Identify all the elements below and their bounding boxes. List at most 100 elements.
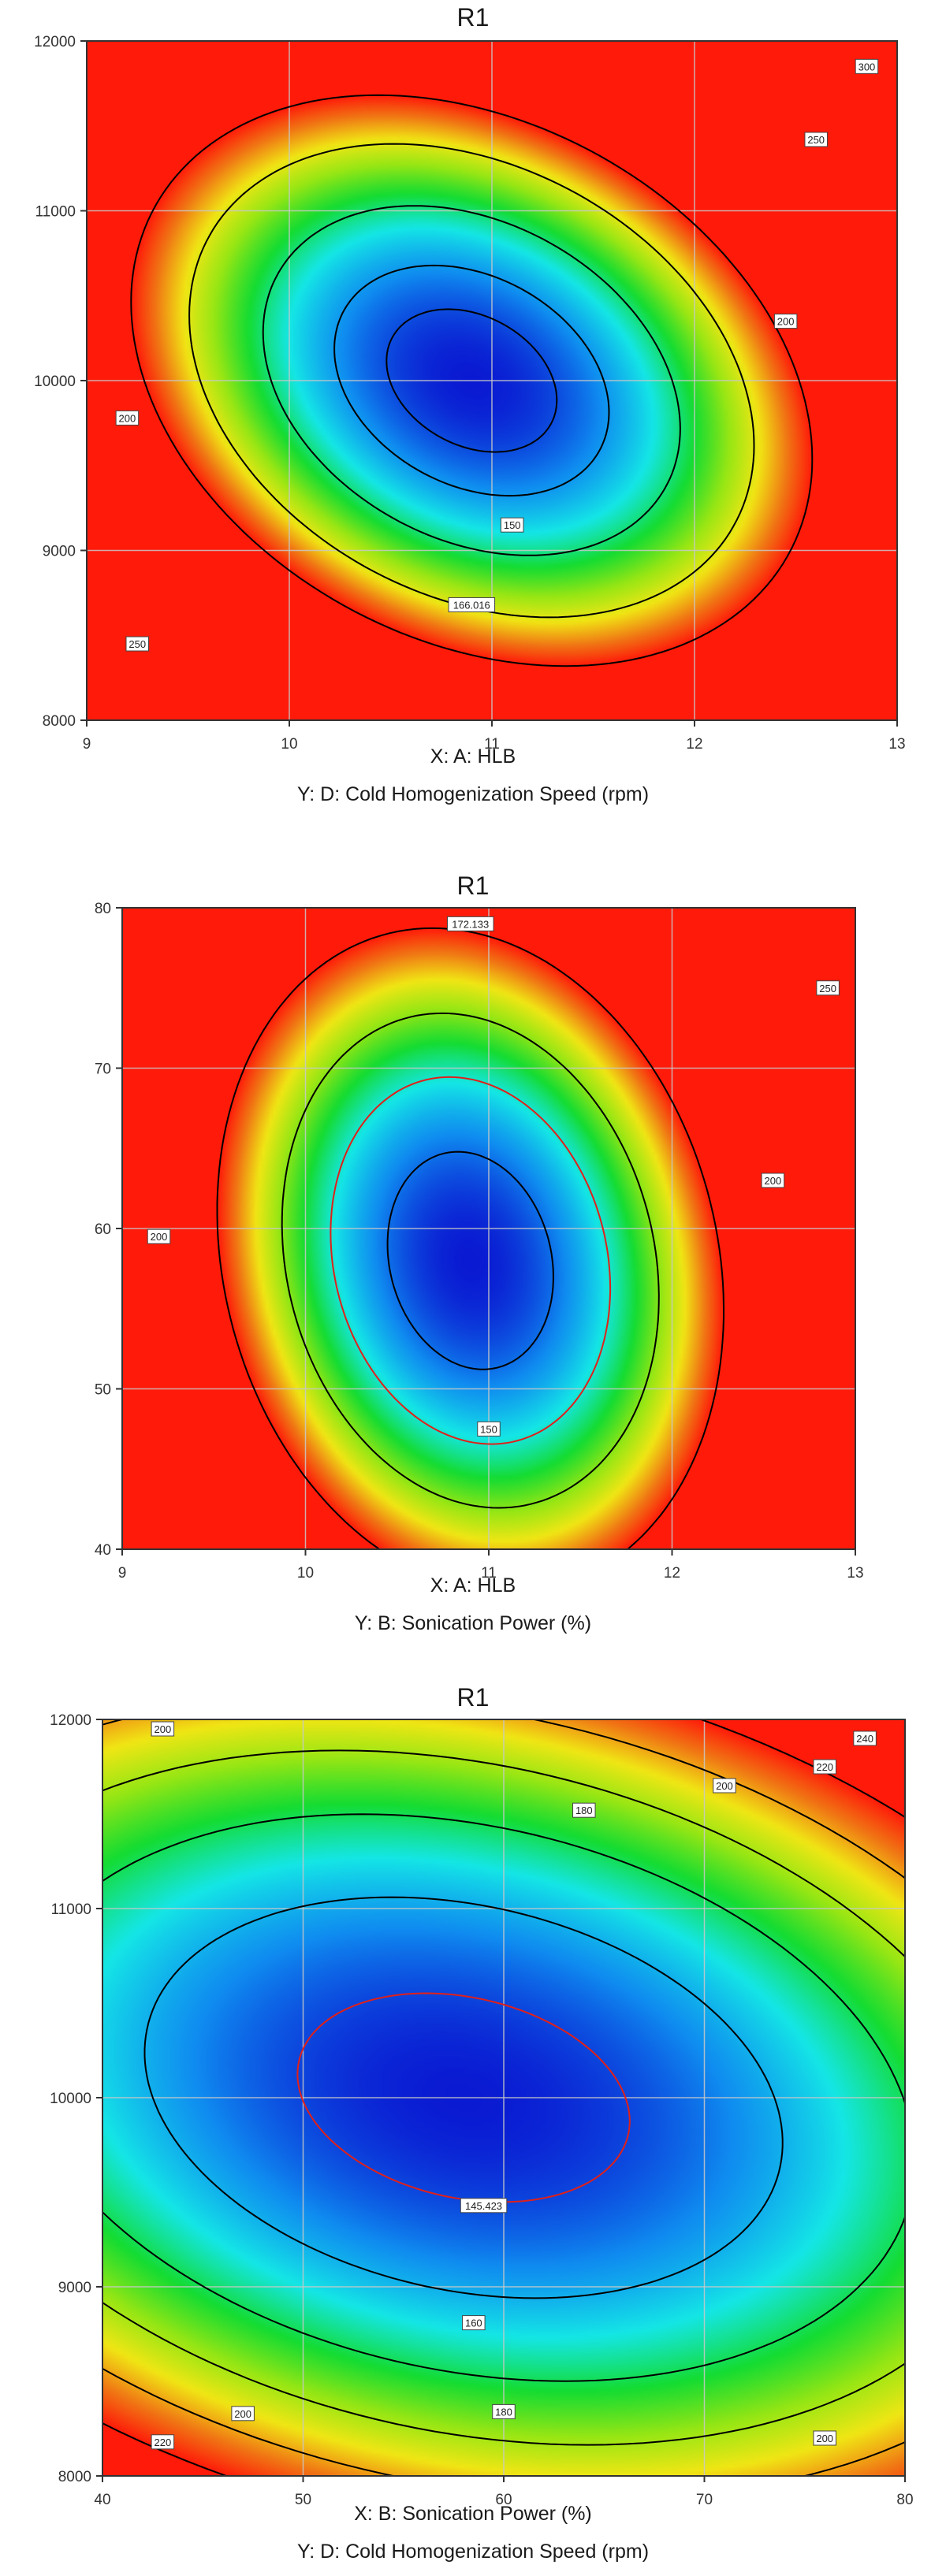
x-tick-label: 13: [847, 1565, 863, 1582]
contour-label: 300: [858, 61, 876, 72]
x-axis-label: X: A: HLB: [430, 745, 516, 768]
y-tick-label: 12000: [34, 34, 76, 50]
x-axis-label: X: A: HLB: [430, 1574, 516, 1597]
y-tick-label: 10000: [50, 2091, 91, 2107]
contour-166.016: [333, 264, 610, 497]
contour-label: 150: [480, 1423, 497, 1435]
y-tick-label: 60: [95, 1221, 111, 1238]
x-tick-label: 60: [495, 2492, 512, 2508]
contour-200: [262, 205, 681, 556]
y-tick-label: 10000: [34, 374, 76, 390]
contour-label: 200: [119, 412, 136, 424]
chart-title: R1: [456, 1683, 490, 1712]
contour-label: 145.423: [465, 2200, 502, 2212]
y-tick-label: 11000: [51, 1901, 91, 1918]
y-tick-label: 12000: [50, 1712, 91, 1729]
contour-label-box: [125, 636, 149, 652]
contour-220: [102, 1719, 905, 2476]
contour-plot-3: 145.423 160 180 200 220 240 180 200 200 200 220 40 5…: [50, 1712, 913, 2508]
contour-150: [385, 308, 558, 453]
y-tick-label: 9000: [43, 544, 76, 560]
contour-label-box: [492, 2403, 516, 2419]
contour-label-box: [460, 2198, 508, 2214]
y-axis-label: Y: D: Cold Homogenization Speed (rpm): [296, 783, 650, 805]
contour-label: 200: [816, 2433, 833, 2444]
contour-label-box: [572, 1802, 596, 1818]
contour-plot-1: 150 166.016 200 250 300 200 250 9 10 11 12 13 8000 90…: [34, 34, 905, 753]
y-tick-label: 50: [95, 1382, 111, 1399]
y-tick-label: 40: [95, 1542, 111, 1559]
y-tick-label: 70: [95, 1061, 111, 1078]
contour-label-box: [813, 2430, 836, 2446]
contour-label: 250: [128, 638, 146, 650]
contour-label-box: [115, 410, 140, 426]
contour-label-box: [462, 2315, 486, 2331]
contour-label-box: [151, 2434, 175, 2450]
y-tick-label: 80: [95, 901, 111, 917]
contour-180: [102, 1813, 905, 2382]
contour-plot-2: 150 172.133 200 250 200 9 10 11 12 13 40 50 60 70 80: [95, 901, 864, 1582]
contour-145.423: [296, 1992, 631, 2203]
contour-label-box: [448, 597, 496, 612]
x-tick-label: 12: [664, 1565, 680, 1582]
contour-label: 200: [777, 316, 795, 328]
x-tick-label: 40: [94, 2492, 110, 2508]
contour-label: 250: [807, 134, 825, 146]
contour-250: [216, 927, 724, 1549]
contour-label: 180: [575, 1805, 593, 1816]
contour-250: [188, 143, 755, 619]
contour-label-box: [813, 1759, 836, 1775]
contour-160: [143, 1896, 784, 2299]
contour-label: 200: [234, 2408, 251, 2420]
contour-label-box: [773, 314, 798, 329]
contour-200: [281, 1012, 660, 1509]
contour-label-box: [500, 517, 524, 533]
y-tick-label: 11000: [35, 204, 76, 221]
y-tick-label: 8000: [58, 2469, 91, 2485]
contour-label-box: [853, 1730, 877, 1746]
y-axis-label: Y: B: Sonication Power (%): [354, 1612, 592, 1634]
y-tick-label: 8000: [43, 713, 76, 730]
y-tick-label: 9000: [58, 2280, 91, 2296]
x-tick-label: 10: [297, 1565, 314, 1582]
contour-label-box: [231, 2406, 255, 2422]
contour-label-box: [855, 58, 879, 74]
x-tick-label: 12: [686, 736, 702, 753]
contour-label-box: [713, 1778, 736, 1794]
contour-label-box: [147, 1229, 171, 1244]
contour-label-box: [816, 980, 840, 996]
contour-label-box: [447, 916, 494, 931]
contour-label: 150: [504, 519, 521, 531]
contour-label: 200: [716, 1780, 733, 1792]
contour-label-box: [804, 132, 828, 147]
contour-label-box: [761, 1173, 785, 1188]
contour-label: 160: [465, 2318, 482, 2329]
contour-label: 240: [856, 1733, 873, 1745]
contour-172.133: [330, 1076, 612, 1445]
contour-chart-3: R1 145.423 160 180 200 220 240 180 200 200 200 220…: [0, 1678, 946, 2576]
chart-title: R1: [456, 3, 490, 32]
contour-label: 220: [154, 2437, 171, 2448]
contour-300: [130, 94, 814, 667]
x-tick-label: 13: [888, 736, 905, 753]
contour-label: 200: [765, 1175, 782, 1187]
x-tick-label: 70: [696, 2492, 713, 2508]
x-tick-label: 10: [281, 736, 297, 753]
contour-150: [386, 1150, 554, 1370]
x-tick-label: 50: [295, 2492, 311, 2508]
y-axis-label: Y: D: Cold Homogenization Speed (rpm): [296, 2541, 650, 2563]
contour-label-box: [477, 1421, 501, 1437]
x-tick-label: 11: [484, 736, 500, 753]
contour-label: 200: [154, 1723, 171, 1735]
x-tick-label: 80: [896, 2492, 913, 2508]
x-axis-label: X: B: Sonication Power (%): [354, 2503, 592, 2525]
chart-title: R1: [456, 872, 490, 900]
contour-label: 220: [816, 1761, 833, 1773]
contour-label: 180: [495, 2406, 512, 2418]
x-tick-label: 11: [481, 1565, 497, 1582]
contour-label: 172.133: [452, 918, 489, 930]
contour-chart-2: R1 150 172.133 200 250 200 9 10 11 12 13 40 50 60 70 8…: [0, 867, 946, 1678]
x-tick-label: 9: [83, 736, 91, 753]
contour-label: 250: [819, 983, 836, 994]
contour-chart-1: R1 150 166.016 200 250 300 200 250 9 10 11 12 13 800…: [0, 0, 946, 867]
